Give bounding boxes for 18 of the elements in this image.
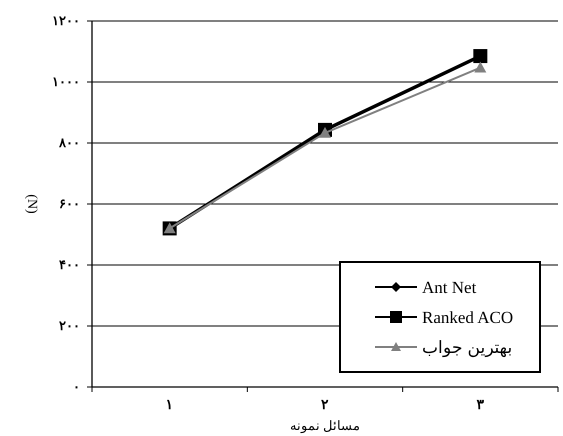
point (319, 126, 331, 138)
y-tick-label: ۱۲۰۰ (52, 13, 80, 28)
x-tick-label: ۲ (321, 398, 329, 413)
x-tick-label: ۳ (476, 398, 484, 413)
legend-label: Ant Net (422, 278, 477, 297)
point (474, 62, 486, 72)
y-tick-label: ۱۰۰۰ (52, 74, 80, 89)
y-tick-label: ۸۰۰ (58, 135, 80, 150)
y-tick-label: ۲۰۰ (59, 318, 80, 333)
y-tick-label: ۶۰۰ (59, 196, 80, 211)
y-tick-label: ۰ (73, 379, 80, 394)
y-axis-title: (N) (24, 194, 39, 214)
x-tick-label: ۱ (166, 398, 174, 413)
y-tick-label: ۴۰۰ (59, 257, 80, 272)
x-axis-title: مسائل نمونه (290, 418, 360, 434)
point (473, 49, 488, 64)
legend-label: بهترین جواب (422, 338, 512, 358)
legend-label: Ranked ACO (422, 308, 514, 327)
